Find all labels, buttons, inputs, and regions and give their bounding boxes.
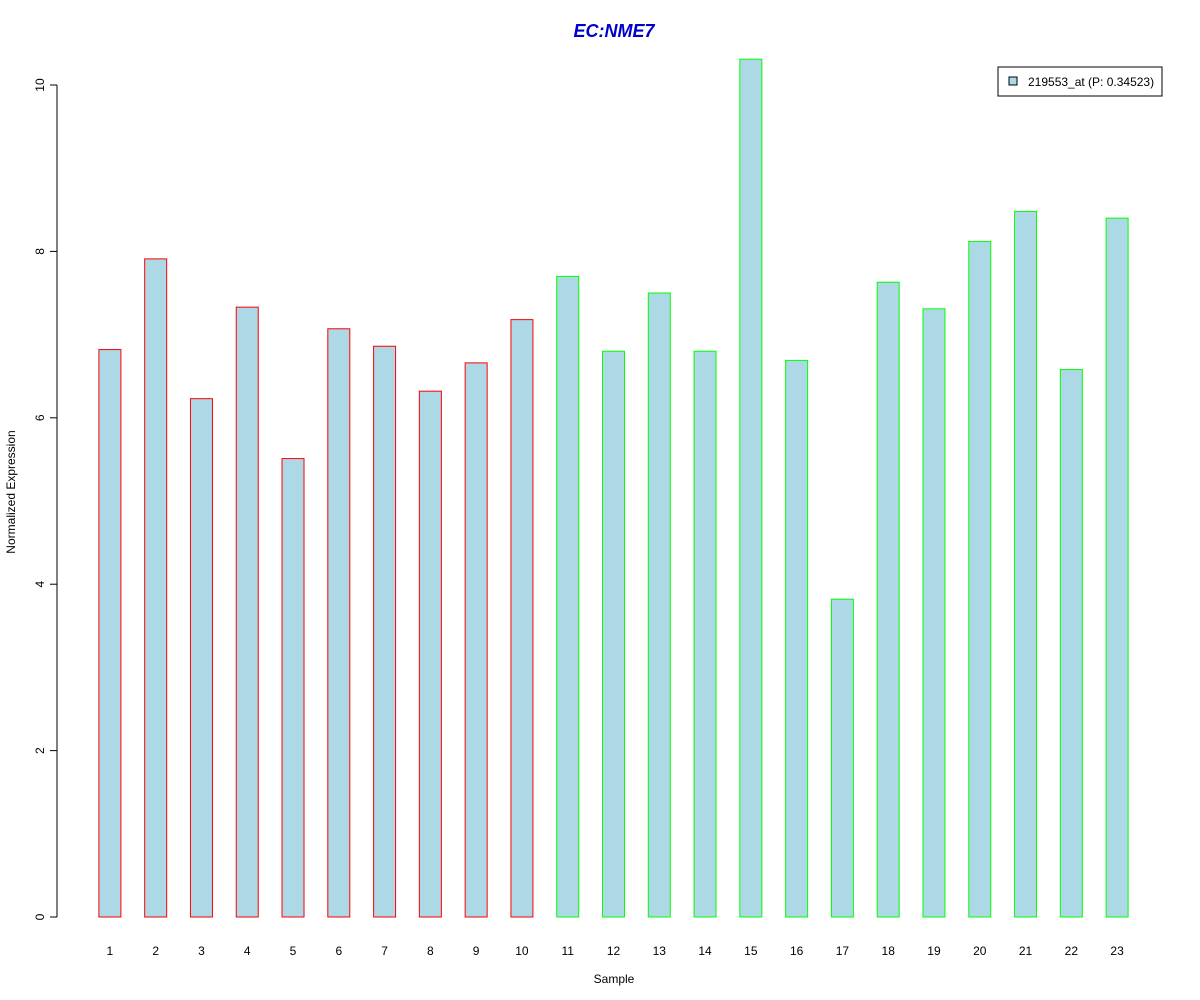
bar-sample-4 — [235, 306, 259, 918]
y-axis-label: Normalized Expression — [4, 430, 18, 553]
x-tick-label: 22 — [1065, 944, 1079, 958]
x-tick-label: 7 — [381, 944, 388, 958]
x-tick-label: 15 — [744, 944, 758, 958]
bar-sample-5 — [281, 458, 305, 918]
legend-label: 219553_at (P: 0.34523) — [1028, 75, 1154, 89]
x-tick-labels: 1 2 3 4 5 6 7 8 9 10 11 12 13 14 15 16 17 18 19 20 21 22 23 — [107, 944, 1125, 958]
bar-sample-8 — [418, 390, 442, 918]
bar-sample-2 — [144, 258, 168, 918]
x-tick-label: 21 — [1019, 944, 1033, 958]
y-tick-label: 8 — [33, 248, 47, 255]
y-tick-label: 2 — [33, 747, 47, 754]
bar-sample-1 — [98, 349, 122, 918]
x-tick-label: 11 — [561, 944, 574, 958]
bar-sample-15 — [739, 58, 763, 918]
x-tick-label: 6 — [335, 944, 342, 958]
x-tick-label: 1 — [107, 944, 114, 958]
bar-sample-16 — [785, 359, 809, 918]
bar-sample-13 — [647, 292, 671, 918]
bar-sample-22 — [1059, 369, 1083, 918]
x-tick-label: 17 — [836, 944, 850, 958]
x-tick-label: 12 — [607, 944, 621, 958]
bar-sample-6 — [327, 328, 351, 918]
x-axis-label: Sample — [594, 972, 635, 986]
x-tick-label: 14 — [698, 944, 712, 958]
x-tick-label: 2 — [152, 944, 159, 958]
x-tick-label: 9 — [473, 944, 480, 958]
x-tick-label: 19 — [927, 944, 941, 958]
bar-sample-21 — [1014, 210, 1038, 918]
bar-sample-11 — [556, 275, 580, 918]
bar-sample-7 — [373, 345, 397, 918]
x-tick-label: 10 — [515, 944, 529, 958]
bar-sample-14 — [693, 350, 717, 918]
y-tick-label: 0 — [33, 913, 47, 920]
bar-sample-12 — [602, 350, 625, 918]
legend-swatch — [1008, 76, 1018, 86]
x-tick-label: 4 — [244, 944, 251, 958]
bars-group — [98, 58, 1129, 918]
y-tick-label: 6 — [33, 414, 47, 421]
bar-sample-20 — [968, 240, 992, 918]
y-axis: 0 2 4 6 8 10 — [33, 78, 58, 920]
x-tick-label: 16 — [790, 944, 804, 958]
bar-sample-9 — [464, 362, 488, 918]
y-tick-label: 10 — [33, 78, 47, 92]
x-tick-label: 13 — [653, 944, 667, 958]
x-tick-label: 18 — [882, 944, 896, 958]
x-tick-label: 23 — [1110, 944, 1124, 958]
legend: 219553_at (P: 0.34523) — [997, 66, 1163, 97]
bar-sample-17 — [830, 598, 854, 918]
x-tick-label: 20 — [973, 944, 987, 958]
bar-sample-19 — [922, 308, 946, 918]
x-tick-label: 5 — [290, 944, 297, 958]
y-tick-label: 4 — [33, 581, 47, 588]
bar-sample-23 — [1105, 217, 1129, 918]
chart-title: EC:NME7 — [573, 21, 655, 41]
x-tick-label: 8 — [427, 944, 434, 958]
bar-sample-3 — [189, 398, 213, 918]
x-tick-label: 3 — [198, 944, 205, 958]
legend-box — [997, 66, 1163, 97]
bar-sample-10 — [510, 319, 534, 918]
bar-sample-18 — [876, 281, 900, 918]
